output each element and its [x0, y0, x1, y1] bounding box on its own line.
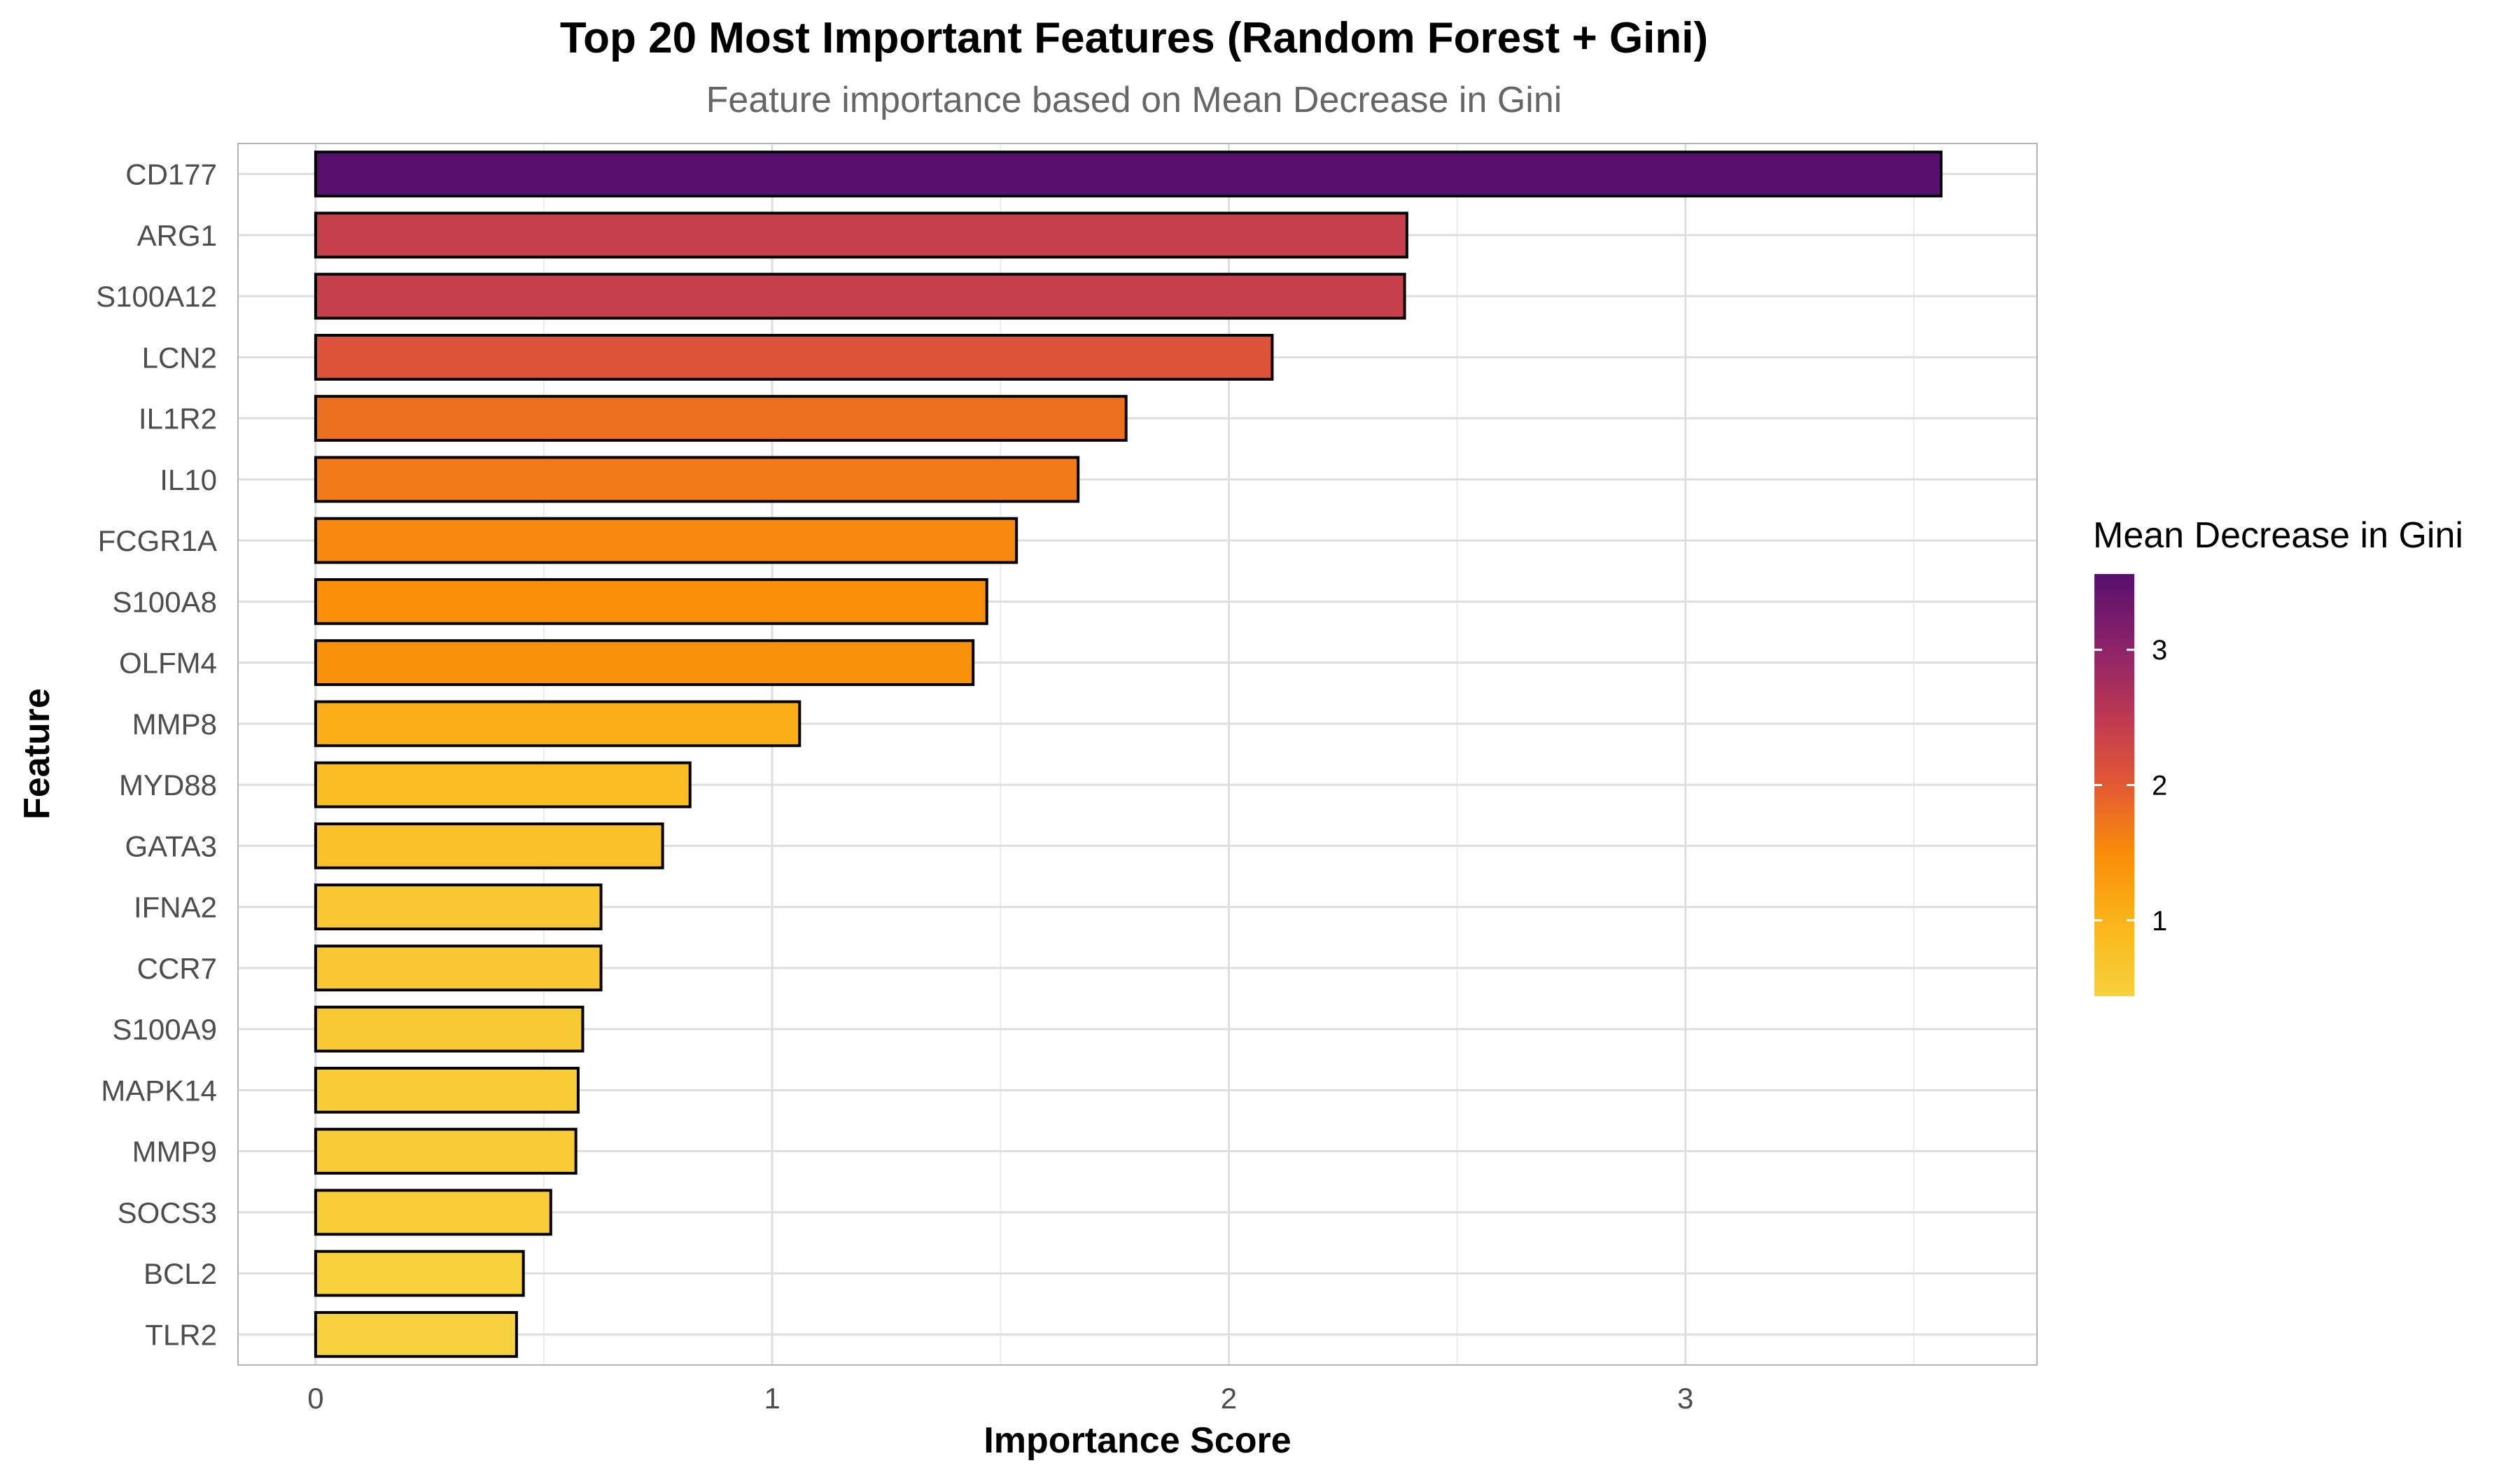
y-tick-label: IL10: [160, 463, 217, 496]
bar-il1r2: [314, 395, 1128, 442]
y-tick-label: LCN2: [142, 341, 217, 374]
y-tick-label: MMP8: [132, 708, 217, 741]
bar-olfm4: [314, 639, 975, 687]
x-tick-label: 0: [307, 1382, 323, 1415]
y-tick-label: IFNA2: [134, 891, 217, 924]
bar-arg1: [314, 211, 1408, 259]
bar-fcgr1a: [314, 517, 1018, 564]
x-axis-title: Importance Score: [983, 1420, 1291, 1461]
bar-mmp9: [314, 1128, 578, 1175]
bar-cd177: [314, 150, 1943, 198]
plot-panel-border: [237, 143, 2038, 1366]
chart-subtitle: Feature importance based on Mean Decreas…: [706, 80, 1562, 120]
bar-socs3: [314, 1189, 552, 1236]
y-tick-label: S100A9: [113, 1013, 217, 1046]
y-tick-label: CCR7: [137, 952, 217, 985]
y-tick-label: MMP9: [132, 1135, 217, 1168]
x-tick-label: 3: [1677, 1382, 1693, 1415]
bar-myd88: [314, 761, 692, 808]
color-legend: Mean Decrease in Gini 1 2 3: [2093, 515, 2463, 996]
y-tick-label: OLFM4: [119, 647, 217, 680]
y-tick-label: FCGR1A: [98, 524, 217, 557]
y-tick-label: MYD88: [119, 769, 217, 802]
bar-bcl2: [314, 1250, 525, 1297]
y-tick-label: CD177: [125, 158, 217, 191]
grid-lines: [238, 144, 2037, 1365]
y-axis-title: Feature: [17, 688, 57, 820]
y-tick-label: S100A8: [113, 585, 217, 618]
bar-tlr2: [314, 1310, 518, 1358]
legend-label: 2: [2152, 771, 2167, 802]
bar-mapk14: [314, 1066, 580, 1114]
y-tick-label: S100A12: [96, 280, 217, 313]
legend-ticks: 1 2 3: [2094, 635, 2167, 937]
bar-il10: [314, 456, 1080, 503]
y-tick-label: GATA3: [125, 830, 217, 862]
legend-label: 3: [2152, 635, 2167, 666]
legend-title: Mean Decrease in Gini: [2093, 515, 2463, 556]
y-tick-label: BCL2: [144, 1257, 217, 1290]
y-tick-label: TLR2: [145, 1318, 217, 1351]
bar-ccr7: [314, 944, 603, 992]
bars: [314, 150, 1943, 1358]
y-tick-label: ARG1: [137, 219, 217, 252]
y-tick-label: MAPK14: [101, 1074, 217, 1107]
bar-lcn2: [314, 333, 1274, 381]
y-tick-labels: CD177 ARG1 S100A12 LCN2 IL1R2 IL10 FCGR1A S100A…: [96, 158, 217, 1352]
legend-label: 1: [2152, 906, 2167, 937]
x-tick-label: 1: [764, 1382, 780, 1415]
bar-gata3: [314, 822, 664, 869]
y-tick-label: SOCS3: [118, 1196, 217, 1229]
x-tick-label: 2: [1221, 1382, 1237, 1415]
bar-s100a9: [314, 1005, 584, 1053]
chart-title: Top 20 Most Important Features (Random F…: [560, 14, 1708, 62]
bar-s100a8: [314, 578, 988, 625]
bar-mmp8: [314, 700, 802, 748]
y-tick-label: IL1R2: [139, 402, 217, 435]
x-tick-labels: 0 1 2 3: [307, 1382, 1693, 1415]
bar-ifna2: [314, 883, 603, 931]
bar-s100a12: [314, 272, 1406, 320]
